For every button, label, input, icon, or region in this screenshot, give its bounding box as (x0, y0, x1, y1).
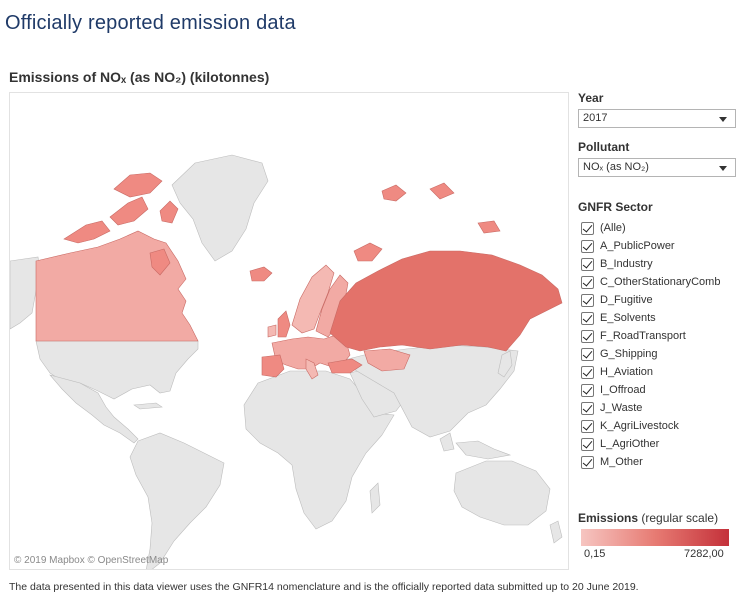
sector-item-industry[interactable]: B_Industry (581, 255, 720, 273)
checkbox-checked[interactable] (581, 455, 594, 469)
page-title: Officially reported emission data (5, 12, 296, 34)
sector-item-label: L_AgriOther (600, 438, 660, 450)
sector-item-label: H_Aviation (600, 366, 653, 378)
checkbox-checked[interactable] (581, 347, 594, 361)
map-title: Emissions of NOₓ (as NO₂) (kilotonnes) (9, 69, 270, 85)
sector-item-shipping[interactable]: G_Shipping (581, 345, 720, 363)
sector-item-other[interactable]: M_Other (581, 453, 720, 471)
sector-item-agri-livestock[interactable]: K_AgriLivestock (581, 417, 720, 435)
sector-item-waste[interactable]: J_Waste (581, 399, 720, 417)
sector-item-fugitive[interactable]: D_Fugitive (581, 291, 720, 309)
footnote: The data presented in this data viewer u… (9, 581, 639, 593)
sector-item-label: A_PublicPower (600, 240, 675, 252)
australia (453, 460, 551, 526)
sector-filter-label: GNFR Sector (578, 200, 653, 214)
pollutant-select[interactable]: NOₓ (as NO₂) (578, 158, 736, 177)
sector-checkbox-list: (Alle) A_PublicPower B_Industry C_OtherS… (581, 219, 720, 471)
checkbox-checked[interactable] (581, 365, 594, 379)
checkbox-checked[interactable] (581, 239, 594, 253)
sector-item-other-stationary-comb[interactable]: C_OtherStationaryComb (581, 273, 720, 291)
south-america (129, 432, 225, 569)
mexico (49, 374, 139, 444)
sector-item-label: C_OtherStationaryComb (600, 276, 721, 288)
sector-item-solvents[interactable]: E_Solvents (581, 309, 720, 327)
sector-item-label: E_Solvents (600, 312, 656, 324)
sector-item-offroad[interactable]: I_Offroad (581, 381, 720, 399)
alaska (10, 256, 41, 330)
sector-item-label: I_Offroad (600, 384, 646, 396)
checkbox-checked[interactable] (581, 311, 594, 325)
legend-max-value: 7282,00 (684, 548, 724, 560)
legend-title: Emissions (regular scale) (578, 511, 718, 525)
sector-item-agri-other[interactable]: L_AgriOther (581, 435, 720, 453)
checkbox-checked[interactable] (581, 221, 594, 235)
pollutant-filter-label: Pollutant (578, 140, 630, 154)
africa (243, 370, 395, 530)
sector-item-label: D_Fugitive (600, 294, 653, 306)
legend-min-value: 0,15 (584, 548, 606, 560)
checkbox-checked[interactable] (581, 419, 594, 433)
checkbox-checked[interactable] (581, 437, 594, 451)
checkbox-checked[interactable] (581, 401, 594, 415)
legend-title-rest: (regular scale) (638, 511, 719, 525)
map-attribution: © 2019 Mapbox © OpenStreetMap (14, 555, 169, 566)
checkbox-checked[interactable] (581, 257, 594, 271)
sector-item-aviation[interactable]: H_Aviation (581, 363, 720, 381)
greenland (171, 154, 269, 262)
year-filter-label: Year (578, 91, 604, 105)
sector-item-alle[interactable]: (Alle) (581, 219, 720, 237)
checkbox-checked[interactable] (581, 329, 594, 343)
checkbox-checked[interactable] (581, 293, 594, 307)
sector-item-label: F_RoadTransport (600, 330, 686, 342)
sector-item-label: (Alle) (600, 222, 626, 234)
canada (35, 230, 199, 342)
sector-item-label: B_Industry (600, 258, 653, 270)
sector-item-label: K_AgriLivestock (600, 420, 679, 432)
chevron-down-icon (719, 166, 727, 171)
year-select[interactable]: 2017 (578, 109, 736, 128)
year-select-value: 2017 (583, 112, 608, 124)
legend-color-scale (581, 529, 729, 546)
checkbox-checked[interactable] (581, 383, 594, 397)
russia (329, 250, 563, 352)
world-map[interactable]: © 2019 Mapbox © OpenStreetMap (9, 92, 569, 570)
legend-title-bold: Emissions (578, 511, 639, 525)
chevron-down-icon (719, 117, 727, 122)
sector-item-public-power[interactable]: A_PublicPower (581, 237, 720, 255)
sector-item-label: G_Shipping (600, 348, 658, 360)
sector-item-label: J_Waste (600, 402, 643, 414)
sector-item-label: M_Other (600, 456, 643, 468)
checkbox-checked[interactable] (581, 275, 594, 289)
usa (35, 340, 199, 400)
pollutant-select-value: NOₓ (as NO₂) (583, 161, 649, 173)
sector-item-road-transport[interactable]: F_RoadTransport (581, 327, 720, 345)
